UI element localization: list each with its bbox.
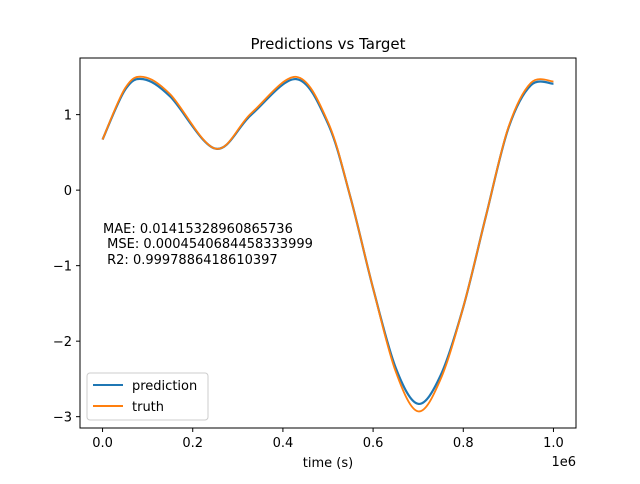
y-axis-ticks: −3 −2 −1 0 1	[53, 109, 80, 426]
stats-line-r2: R2: 0.9997886418610397	[103, 253, 278, 268]
y-tick-label: 0	[64, 184, 72, 199]
x-tick-label: 0.4	[273, 436, 294, 451]
y-tick-label: 1	[64, 109, 72, 124]
x-axis-offset-text: 1e6	[551, 455, 576, 470]
x-tick-label: 0.2	[182, 436, 203, 451]
x-axis-label: time (s)	[303, 456, 353, 471]
x-tick-label: 0.0	[92, 436, 113, 451]
chart-title: Predictions vs Target	[251, 35, 406, 53]
y-tick-label: −3	[53, 411, 72, 426]
x-tick-label: 0.8	[453, 436, 474, 451]
legend: prediction truth	[86, 372, 209, 421]
series-line-truth	[101, 75, 554, 413]
x-tick-label: 0.6	[363, 436, 384, 451]
y-tick-label: −1	[53, 260, 72, 275]
plot-frame	[79, 57, 577, 429]
stats-line-mse: MSE: 0.0004540684458333999	[103, 237, 313, 252]
y-tick-label: −2	[53, 335, 72, 350]
series-layer	[101, 75, 554, 413]
legend-label-prediction: prediction	[132, 379, 197, 394]
x-tick-label: 1.0	[543, 436, 564, 451]
x-axis-ticks: 0.0 0.2 0.4 0.6 0.8 1.0	[92, 428, 564, 451]
stats-line-mae: MAE: 0.01415328960865736	[103, 222, 293, 237]
legend-label-truth: truth	[132, 400, 164, 415]
stats-annotation: MAE: 0.01415328960865736 MSE: 0.00045406…	[103, 222, 313, 268]
